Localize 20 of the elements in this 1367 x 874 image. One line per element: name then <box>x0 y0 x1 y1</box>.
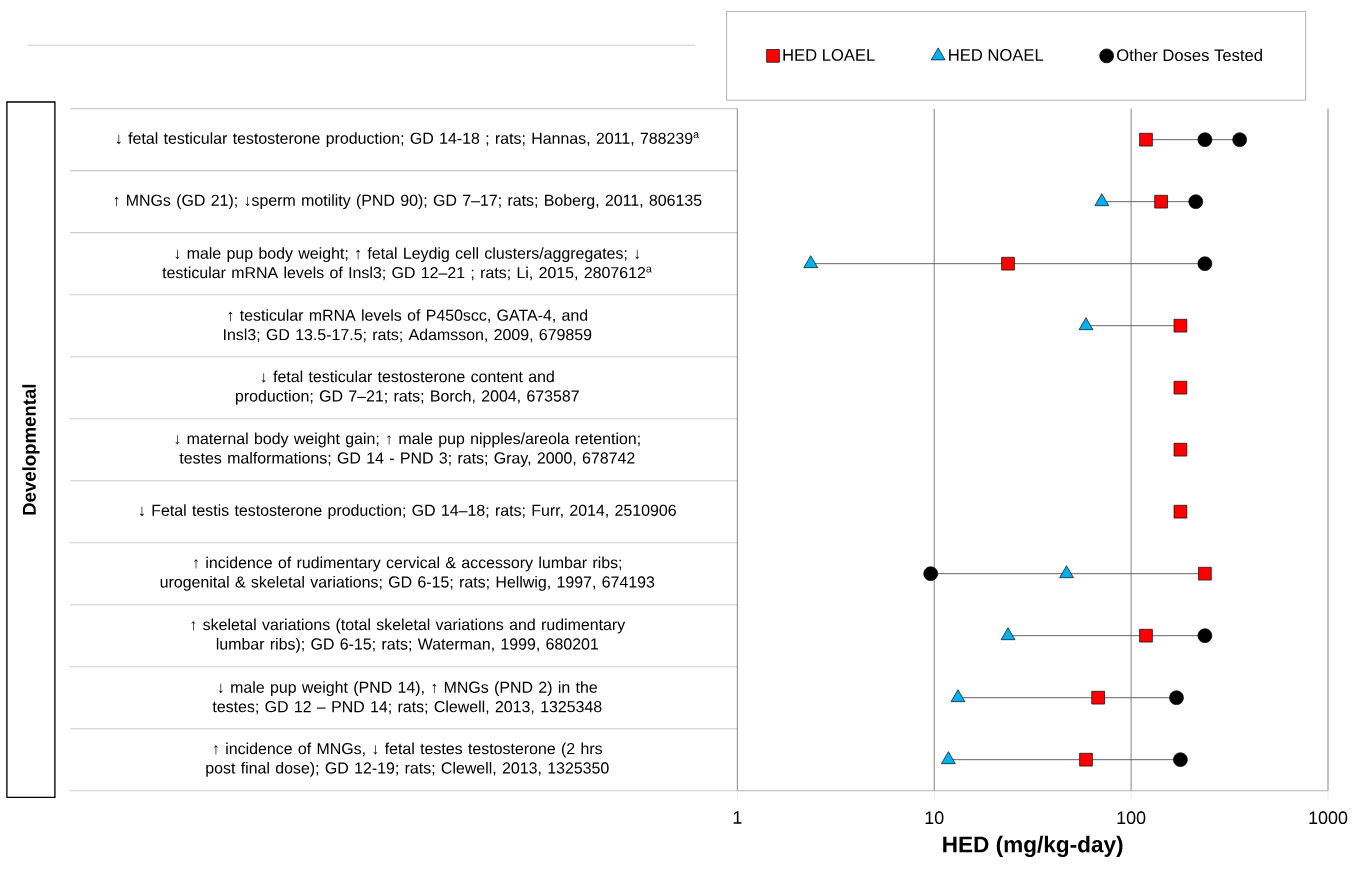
legend-label: HED LOAEL <box>783 49 875 61</box>
y-tick-label: ↓ male pup weight (PND 14), ↑ MNGs (PND 2) in the testes; GD 12 – PND 14; rats; Clewell, 2013, 1325348 <box>212 681 602 715</box>
y-axis-title: Developmental <box>22 384 40 515</box>
y-tick-label: ↑ testicular mRNA levels of P450scc, GATA-4, and Insl3; GD 13.5-17.5; rats; Adamsson, 2009, 679859 <box>224 309 592 343</box>
legend-label: Other Doses Tested <box>1117 48 1262 62</box>
x-tick-label: 1 <box>733 811 742 824</box>
legend-label: HED NOAEL <box>949 49 1044 61</box>
y-tick-label: ↓ fetal testicular testosterone content and production; GD 7–21; rats; Borch, 2004, 673587 <box>235 370 579 405</box>
x-axis-title: HED (mg/kg-day) <box>943 835 1123 858</box>
y-tick-label: ↓ Fetal testis testosterone production; GD 14–18; rats; Furr, 2014, 2510906 <box>140 504 676 520</box>
y-tick-label: ↓ maternal body weight gain; ↑ male pup nipples/areola retention; testes malformations; GD 14 - PND 3; rats; Gray, 2000, 678742 <box>175 432 640 467</box>
y-tick-label: ↓ male pup body weight; ↑ fetal Leydig cell clusters/aggregates; ↓ testicular mRNA levels of Insl3; GD 12–21 ; rats; Li, 2015, 2807612$^{a}$ <box>162 247 652 281</box>
y-tick-label: ↑ MNGs (GD 21); ↓sperm motility (PND 90); GD 7–17; rats; Boberg, 2011, 806135 <box>114 194 702 210</box>
x-tick-label: 1000 <box>1309 811 1348 825</box>
y-tick-label: ↑ incidence of rudimentary cervical & accessory lumbar ribs; urogenital & skeletal variations; GD 6-15; rats; Hellwig, 1997, 674193 <box>160 556 655 591</box>
x-tick-label: 10 <box>925 811 944 825</box>
x-tick-label: 100 <box>1117 811 1146 825</box>
y-tick-label: ↓ fetal testicular testosterone production; GD 14-18 ; rats; Hannas, 2011, 788239$^{a}$ <box>116 132 700 148</box>
y-tick-label: ↑ skeletal variations (total skeletal variations and rudimentary lumbar ribs); GD 6-15; rats; Waterman, 1999, 680201 <box>191 618 626 653</box>
y-tick-label: ↑ incidence of MNGs, ↓ fetal testes testosterone (2 hrs post final dose); GD 12-19; rats; Clewell, 2013, 1325350 <box>206 742 609 777</box>
